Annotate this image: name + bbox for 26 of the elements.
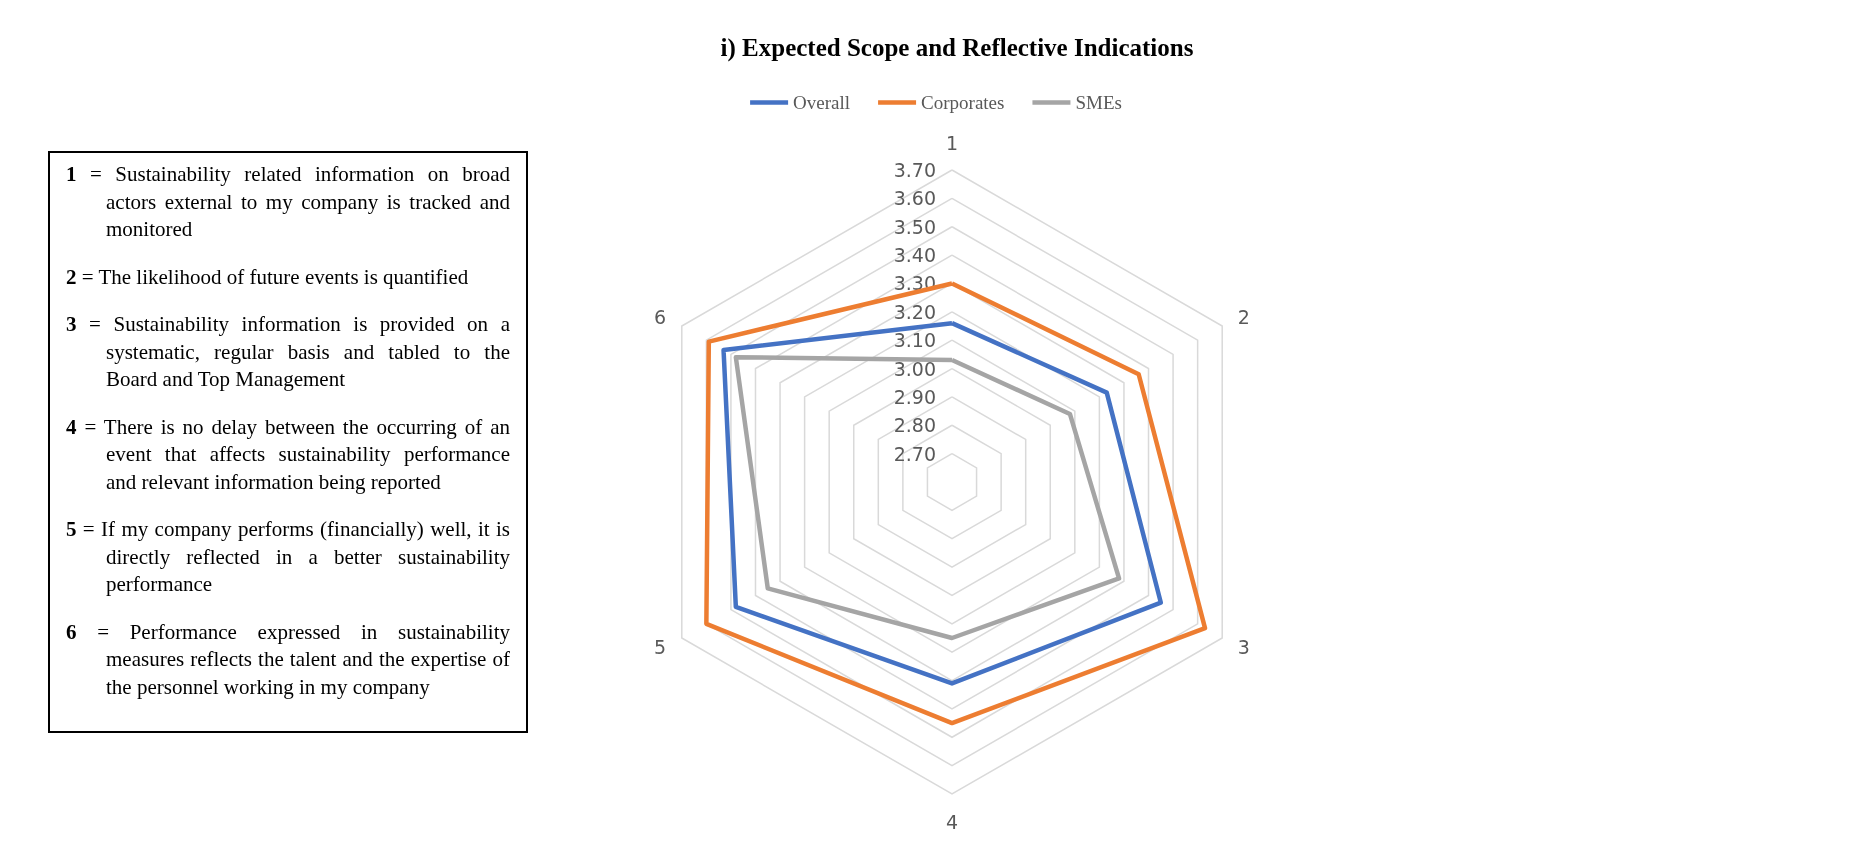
y-tick-label: 2.70 (893, 442, 936, 465)
y-tick-label: 3.70 (893, 159, 936, 181)
y-tick-label: 3.20 (893, 300, 936, 323)
spoke-label: 3 (1237, 636, 1250, 658)
text: 5 = If my company performs (financially) well, it is directly reflected in a better sustainability performance (66, 517, 510, 596)
legend-label: SMEs (1075, 92, 1122, 113)
y-tick-label: 3.10 (893, 329, 936, 352)
spoke-label: 5 (654, 636, 667, 658)
y-tick-label: 2.90 (893, 385, 936, 408)
chart-title: i) Expected Scope and Reflective Indications (720, 34, 1194, 62)
legend-label: Overall (793, 92, 851, 113)
y-tick-label: 3.60 (893, 187, 936, 210)
y-tick-label: 3.00 (893, 357, 936, 380)
legend-label: Corporates (921, 92, 1005, 113)
text: 3 = Sustainability information is provided on a systematic, regular basis and tabled to the Board and Top Management (66, 312, 510, 391)
text: 4 = There is no delay between the occurring of an event that affects sustainability performance and relevant information being reported (66, 414, 510, 494)
text: 2 = The likelihood of future events is quantified (66, 264, 469, 289)
text: 1 = Sustainability related information on broad actors external to my company is tracked and monitored (66, 162, 510, 241)
y-tick-label: 3.50 (893, 215, 936, 238)
spoke-label: 1 (945, 131, 959, 154)
y-tick-label: 2.80 (893, 414, 936, 437)
y-tick-label: 3.40 (893, 244, 936, 267)
spoke-label: 6 (654, 306, 667, 328)
text: 6 = Performance expressed in sustainability measures reflects the talent and the expertise of the personnel working in my company (66, 619, 510, 699)
spoke-label: 4 (945, 810, 959, 833)
spoke-label: 2 (1237, 306, 1250, 328)
